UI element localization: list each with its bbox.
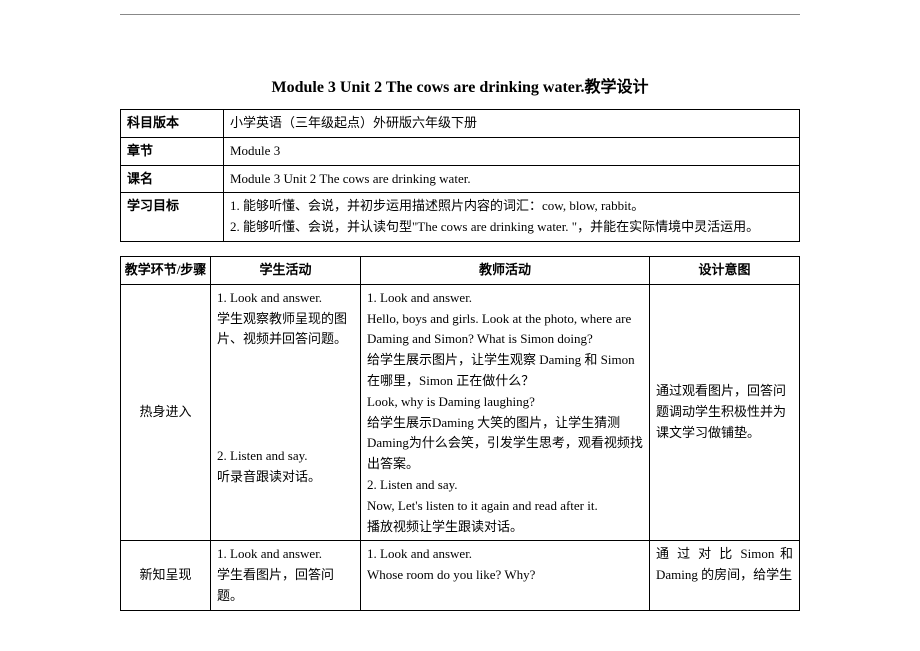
meta-value-lesson: Module 3 Unit 2 The cows are drinking wa… bbox=[224, 165, 800, 193]
doc-title: Module 3 Unit 2 The cows are drinking wa… bbox=[120, 73, 800, 97]
teacher-warmup-l6: 2. Listen and say. bbox=[367, 475, 643, 496]
table-spacer bbox=[120, 242, 800, 256]
meta-label-objective: 学习目标 bbox=[121, 193, 224, 242]
intent-present-l1: 通 过 对 比 Simon 和 bbox=[656, 544, 793, 565]
meta-label-subject: 科目版本 bbox=[121, 110, 224, 138]
teacher-warmup-l2: Hello, boys and girls. Look at the photo… bbox=[367, 309, 643, 351]
meta-label-chapter: 章节 bbox=[121, 137, 224, 165]
objective-line-2: 2. 能够听懂、会说，并认读句型"The cows are drinking w… bbox=[230, 217, 793, 238]
teacher-warmup-l4: Look, why is Daming laughing? bbox=[367, 392, 643, 413]
meta-row-lesson: 课名 Module 3 Unit 2 The cows are drinking… bbox=[121, 165, 800, 193]
top-rule bbox=[120, 14, 800, 15]
teacher-warmup-l8: 播放视频让学生跟读对话。 bbox=[367, 517, 643, 538]
meta-table: 科目版本 小学英语（三年级起点）外研版六年级下册 章节 Module 3 课名 … bbox=[120, 109, 800, 242]
objective-line-1: 1. 能够听懂、会说，并初步运用描述照片内容的词汇：cow, blow, rab… bbox=[230, 196, 793, 217]
plan-row-present: 新知呈现 1. Look and answer. 学生看图片，回答问题。 1. … bbox=[121, 541, 800, 610]
student-warmup-l3: 2. Listen and say. bbox=[217, 446, 354, 467]
teacher-present-l1: 1. Look and answer. bbox=[367, 544, 643, 565]
teacher-present: 1. Look and answer. Whose room do you li… bbox=[361, 541, 650, 610]
student-warmup-l4: 听录音跟读对话。 bbox=[217, 467, 354, 488]
student-present: 1. Look and answer. 学生看图片，回答问题。 bbox=[211, 541, 361, 610]
student-warmup-gap bbox=[217, 350, 354, 446]
student-warmup-l2: 学生观察教师呈现的图片、视频并回答问题。 bbox=[217, 309, 354, 351]
teacher-warmup-l5: 给学生展示Daming 大笑的图片，让学生猜测Daming为什么会笑，引发学生思… bbox=[367, 413, 643, 475]
phase-present: 新知呈现 bbox=[121, 541, 211, 610]
meta-value-chapter: Module 3 bbox=[224, 137, 800, 165]
meta-label-lesson: 课名 bbox=[121, 165, 224, 193]
meta-row-chapter: 章节 Module 3 bbox=[121, 137, 800, 165]
student-present-l2: 学生看图片，回答问题。 bbox=[217, 565, 354, 607]
teacher-present-l2: Whose room do you like? Why? bbox=[367, 565, 643, 586]
plan-table: 教学环节/步骤 学生活动 教师活动 设计意图 热身进入 1. Look and … bbox=[120, 256, 800, 611]
plan-header-row: 教学环节/步骤 学生活动 教师活动 设计意图 bbox=[121, 256, 800, 284]
intent-warmup: 通过观看图片，回答问题调动学生积极性并为课文学习做铺垫。 bbox=[650, 284, 800, 541]
plan-row-warmup: 热身进入 1. Look and answer. 学生观察教师呈现的图片、视频并… bbox=[121, 284, 800, 541]
teacher-warmup: 1. Look and answer. Hello, boys and girl… bbox=[361, 284, 650, 541]
intent-present: 通 过 对 比 Simon 和 Daming 的房间，给学生 bbox=[650, 541, 800, 610]
meta-row-subject: 科目版本 小学英语（三年级起点）外研版六年级下册 bbox=[121, 110, 800, 138]
teacher-warmup-l7: Now, Let's listen to it again and read a… bbox=[367, 496, 643, 517]
intent-present-l2: Daming 的房间，给学生 bbox=[656, 565, 793, 586]
header-student: 学生活动 bbox=[211, 256, 361, 284]
header-intent: 设计意图 bbox=[650, 256, 800, 284]
student-warmup-l1: 1. Look and answer. bbox=[217, 288, 354, 309]
meta-value-subject: 小学英语（三年级起点）外研版六年级下册 bbox=[224, 110, 800, 138]
meta-row-objective: 学习目标 1. 能够听懂、会说，并初步运用描述照片内容的词汇：cow, blow… bbox=[121, 193, 800, 242]
header-phase: 教学环节/步骤 bbox=[121, 256, 211, 284]
student-present-l1: 1. Look and answer. bbox=[217, 544, 354, 565]
header-teacher: 教师活动 bbox=[361, 256, 650, 284]
phase-warmup: 热身进入 bbox=[121, 284, 211, 541]
teacher-warmup-l3: 给学生展示图片，让学生观察 Daming 和 Simon 在哪里，Simon 正… bbox=[367, 350, 643, 392]
page: Module 3 Unit 2 The cows are drinking wa… bbox=[0, 0, 920, 651]
student-warmup: 1. Look and answer. 学生观察教师呈现的图片、视频并回答问题。… bbox=[211, 284, 361, 541]
meta-value-objective: 1. 能够听懂、会说，并初步运用描述照片内容的词汇：cow, blow, rab… bbox=[224, 193, 800, 242]
teacher-warmup-l1: 1. Look and answer. bbox=[367, 288, 643, 309]
